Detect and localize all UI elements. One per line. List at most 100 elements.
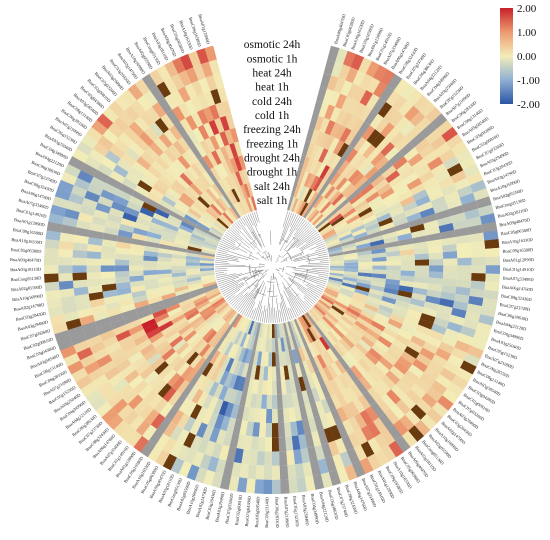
heatmap-cell bbox=[410, 383, 427, 399]
heatmap-cell bbox=[178, 102, 192, 119]
tree-branch bbox=[266, 256, 270, 261]
heatmap-cell bbox=[394, 185, 410, 198]
gene-label: BnaA02g05590D bbox=[11, 284, 42, 292]
heatmap-cell bbox=[456, 272, 472, 281]
heatmap-cell bbox=[295, 420, 305, 436]
tree-branch bbox=[236, 221, 252, 240]
heatmap-cell bbox=[128, 265, 144, 271]
heatmap-cell bbox=[415, 353, 432, 367]
heatmap-cell bbox=[329, 171, 342, 186]
heatmap-cell bbox=[118, 335, 134, 348]
heatmap-cell bbox=[64, 163, 81, 178]
heatmap-cell bbox=[178, 224, 194, 234]
tree-branch bbox=[289, 215, 299, 232]
heatmap-cell bbox=[407, 340, 423, 354]
heatmap-cell bbox=[101, 239, 117, 248]
heatmap-cell bbox=[353, 444, 368, 462]
heatmap-cell bbox=[367, 368, 382, 384]
heatmap-cell bbox=[213, 413, 225, 430]
heatmap-cell bbox=[326, 283, 341, 291]
heatmap-cell bbox=[86, 126, 103, 143]
heatmap-cell bbox=[440, 229, 456, 240]
heatmap-cell bbox=[314, 115, 325, 132]
heatmap-cell bbox=[454, 293, 470, 304]
tree-branch bbox=[215, 268, 227, 270]
heatmap-cell bbox=[157, 261, 172, 266]
heatmap-cell bbox=[372, 203, 388, 215]
heatmap-cell bbox=[429, 265, 444, 273]
heatmap-cell bbox=[128, 374, 144, 390]
heatmap-cell bbox=[406, 177, 423, 191]
heatmap-cell bbox=[169, 162, 184, 177]
heatmap-cell bbox=[247, 378, 255, 394]
heatmap-cell bbox=[102, 106, 119, 123]
heatmap-cell bbox=[129, 248, 145, 256]
heatmap-cell bbox=[138, 404, 154, 420]
tree-branch bbox=[316, 284, 325, 289]
heatmap-cell bbox=[195, 340, 208, 355]
heatmap-cell bbox=[101, 277, 116, 286]
heatmap-cell bbox=[379, 85, 395, 103]
heatmap-cell bbox=[399, 243, 415, 251]
tree-branch bbox=[215, 269, 228, 272]
heatmap-cell bbox=[231, 461, 242, 478]
heatmap-cell bbox=[148, 429, 164, 446]
heatmap-cell bbox=[427, 283, 443, 292]
heatmap-cell bbox=[392, 156, 408, 171]
tree-branch bbox=[217, 276, 240, 285]
tree-branch bbox=[220, 241, 239, 251]
heatmap-cell bbox=[329, 106, 342, 123]
colorbar-tick-label: 1.00 bbox=[517, 27, 537, 39]
heatmap-cell bbox=[183, 432, 196, 449]
heatmap-cell bbox=[207, 231, 222, 241]
heatmap-cell bbox=[123, 126, 140, 142]
heatmap-cell bbox=[146, 192, 162, 204]
heatmap-cell bbox=[341, 282, 357, 289]
heatmap-cell bbox=[408, 425, 424, 442]
heatmap-cell bbox=[228, 388, 238, 404]
heatmap-cell bbox=[425, 107, 442, 124]
heatmap-cell bbox=[212, 201, 225, 214]
heatmap-cell bbox=[252, 350, 259, 366]
heatmap-cell bbox=[420, 122, 437, 139]
heatmap-cell bbox=[313, 340, 324, 355]
heatmap-cell bbox=[255, 393, 263, 409]
heatmap-cell bbox=[44, 238, 60, 249]
heatmap-cell bbox=[189, 371, 202, 386]
heatmap-cell bbox=[340, 284, 356, 292]
tree-branch bbox=[225, 289, 241, 300]
tree-branch bbox=[228, 228, 243, 241]
heatmap-cell bbox=[357, 338, 372, 352]
heatmap-cell bbox=[352, 397, 366, 414]
heatmap-cell bbox=[112, 164, 129, 178]
heatmap-cell bbox=[430, 135, 447, 151]
heatmap-cell bbox=[309, 114, 319, 130]
heatmap-cell bbox=[330, 362, 343, 377]
heatmap-cell bbox=[372, 269, 387, 275]
heatmap-cell bbox=[455, 286, 471, 297]
tree-branch bbox=[289, 308, 295, 319]
heatmap-cell bbox=[178, 195, 193, 208]
heatmap-cell bbox=[325, 238, 340, 247]
heatmap-cell bbox=[387, 201, 403, 213]
heatmap-cell bbox=[141, 318, 157, 330]
tree-branch bbox=[227, 230, 250, 249]
heatmap-cell bbox=[333, 376, 346, 392]
tree-branch bbox=[269, 281, 272, 292]
heatmap-cell bbox=[252, 422, 260, 437]
heatmap-cell bbox=[403, 172, 419, 186]
heatmap-cell bbox=[418, 170, 435, 184]
heatmap-cell bbox=[92, 374, 109, 389]
heatmap-cell bbox=[319, 413, 331, 430]
heatmap-cell bbox=[258, 322, 264, 338]
heatmap-cell bbox=[314, 146, 325, 162]
heatmap-cell bbox=[417, 318, 434, 330]
heatmap-cell bbox=[210, 366, 222, 382]
tree-branch bbox=[215, 264, 246, 266]
heatmap-cell bbox=[293, 449, 303, 465]
heatmap-cell bbox=[171, 257, 186, 263]
heatmap-cell bbox=[217, 196, 229, 211]
heatmap-cell bbox=[228, 206, 239, 220]
heatmap-cell bbox=[410, 335, 426, 348]
heatmap-cell bbox=[385, 90, 401, 107]
